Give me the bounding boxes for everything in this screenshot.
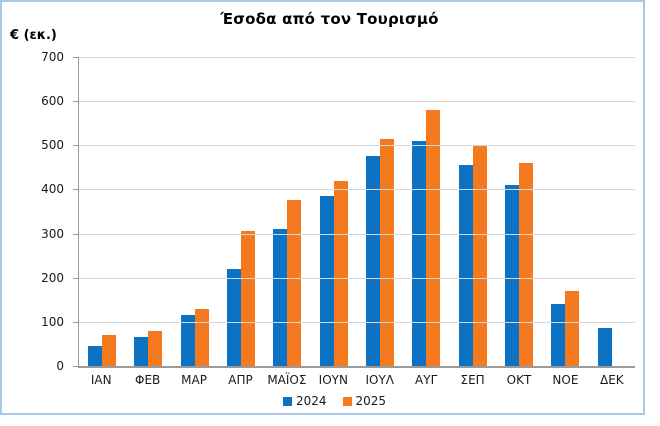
bar-2024-ΦΕΒ [134,337,149,366]
bar-2025-ΙΟΥΝ [333,180,348,366]
x-axis-label-ΙΟΥΝ: ΙΟΥΝ [318,373,348,387]
bar-2024-ΣΕΠ [458,165,473,366]
y-axis-tick-mark [73,101,78,103]
legend-item-2024: 2024 [282,394,327,408]
bar-2024-ΑΠΡ [227,268,242,366]
bar-group-ΜΑΪΟΣ [264,57,310,366]
bar-2025-ΝΟΕ [565,290,580,366]
y-axis-tick-label: 200 [41,270,64,285]
chart-title: Έσοδα από τον Τουρισμό [220,10,439,28]
bar-group-ΑΠΡ [218,57,264,366]
legend-label-2024: 2024 [295,394,327,408]
bar-2024-ΙΑΝ [88,346,103,366]
x-axis-label-ΝΟΕ: ΝΟΕ [552,373,579,387]
gridline [79,321,635,323]
bar-2025-ΜΑΪΟΣ [287,200,302,366]
bar-group-ΑΥΓ [403,57,449,366]
gridline [79,145,635,147]
bar-groups [79,57,635,366]
bar-2024-ΙΟΥΝ [319,196,334,366]
y-axis-unit-label: € (εκ.) [10,28,57,43]
x-axis-label-ΑΥΓ: ΑΥΓ [415,373,438,387]
y-axis-tick-label: 0 [56,359,64,373]
bar-group-ΙΟΥΛ [357,57,403,366]
gridline [79,57,635,58]
bar-group-ΙΑΝ [79,57,125,366]
y-axis-tick-mark [73,145,78,147]
plot-area [73,57,635,368]
x-axis-label-ΙΑΝ: ΙΑΝ [90,373,112,387]
x-axis-label-ΦΕΒ: ΦΕΒ [135,373,161,387]
y-axis-tick-labels: 0 100 200 300 400 500 600 700 [2,50,72,373]
bar-2024-ΝΟΕ [551,304,566,366]
legend-swatch-2025 [342,396,352,406]
x-axis-label-ΙΟΥΛ: ΙΟΥΛ [365,373,394,387]
y-axis-tick-mark [73,189,78,191]
bar-2024-ΑΥΓ [412,140,427,366]
chart-frame: Έσοδα από τον Τουρισμό € (εκ.) 0 100 200 30… [0,0,645,415]
x-axis-label-ΟΚΤ: ΟΚΤ [506,373,532,387]
y-axis-tick-label: 300 [41,226,64,241]
gridline [79,189,635,191]
legend-swatch-2024 [282,396,292,406]
x-axis-label-ΜΑΪΟΣ: ΜΑΪΟΣ [267,373,307,387]
y-axis-tick-mark [73,233,78,235]
bar-2025-ΙΟΥΛ [380,138,395,366]
x-axis-label-ΜΑΡ: ΜΑΡ [181,373,207,387]
bar-2024-ΙΟΥΛ [366,156,381,366]
bar-group-ΟΚΤ [496,57,542,366]
y-axis-tick-label: 400 [41,182,64,197]
y-axis-tick-label: 700 [41,50,64,64]
y-axis-tick-mark [73,366,78,367]
x-axis-label-ΑΠΡ: ΑΠΡ [228,373,253,387]
y-axis-tick-label: 100 [41,314,64,329]
y-axis-tick-label: 500 [41,138,64,153]
bar-group-ΜΑΡ [172,57,218,366]
bar-group-ΙΟΥΝ [311,57,357,366]
legend: 2024 2025 [2,394,643,408]
x-axis-label-ΣΕΠ: ΣΕΠ [460,373,485,387]
gridline [79,233,635,235]
gridline [79,277,635,279]
bar-group-ΦΕΒ [125,57,171,366]
bar-2024-ΜΑΪΟΣ [273,229,288,366]
x-axis-labels: ΙΑΝ ΦΕΒ ΜΑΡ ΑΠΡ ΜΑΪΟΣ ΙΟΥΝ ΙΟΥΛ ΑΥΓ ΣΕΠ ΟΚΤ ΝΟΕ ΔΕΚ [78,373,635,387]
bar-2025-ΑΥΓ [426,109,441,366]
legend-label-2025: 2025 [355,394,387,408]
bar-2024-ΟΚΤ [505,185,520,366]
bar-2025-ΑΠΡ [241,231,256,366]
y-axis-tick-mark [73,277,78,279]
y-axis-tick-mark [73,57,78,58]
bar-group-ΣΕΠ [450,57,496,366]
legend-item-2025: 2025 [342,394,387,408]
bar-2025-ΟΚΤ [519,162,534,366]
bar-2025-ΜΑΡ [194,308,209,366]
bar-2024-ΔΕΚ [597,328,612,366]
bar-group-ΝΟΕ [542,57,588,366]
bar-group-ΔΕΚ [589,57,635,366]
bar-2025-ΦΕΒ [148,330,163,366]
bar-2024-ΜΑΡ [180,315,195,366]
y-axis-tick-mark [73,321,78,323]
bar-2025-ΙΑΝ [102,335,117,366]
x-axis-label-ΔΕΚ: ΔΕΚ [600,373,624,387]
y-axis-tick-label: 600 [41,94,64,109]
gridline [79,101,635,103]
bar-2025-ΣΕΠ [472,145,487,366]
